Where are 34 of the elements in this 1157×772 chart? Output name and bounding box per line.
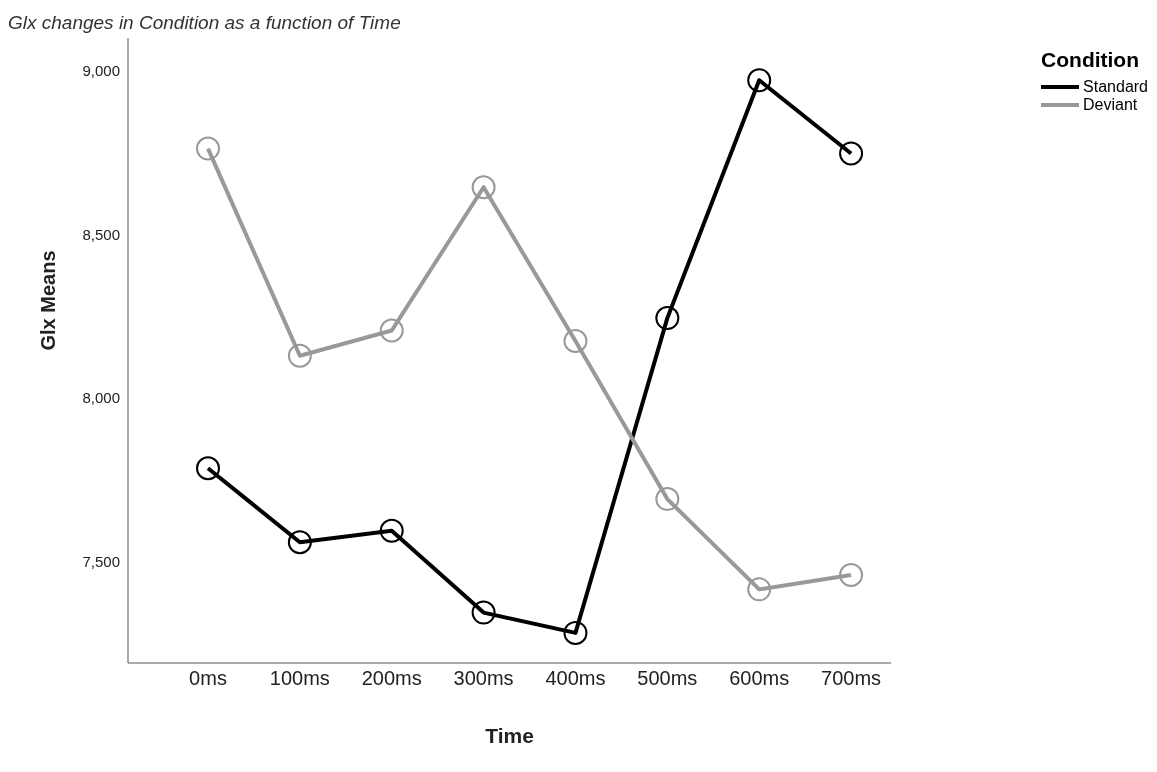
legend-label: Standard [1083, 78, 1148, 96]
point [196, 456, 220, 481]
y-tick-label: 9,000 [82, 62, 120, 80]
x-tick-label: 400ms [545, 667, 606, 690]
point [747, 577, 772, 602]
point [655, 487, 680, 512]
point [287, 530, 312, 555]
y-tick-label: 8,000 [82, 389, 120, 407]
legend-title: Condition [1041, 48, 1141, 72]
legend-label: Deviant [1083, 96, 1138, 114]
x-axis-title: Time [485, 724, 534, 747]
point [379, 518, 404, 543]
y-tick-label: 7,500 [82, 552, 120, 570]
x-tick-label: 0ms [189, 667, 227, 690]
x-tick-label: 700ms [821, 667, 882, 690]
x-tick-label: 600ms [729, 667, 790, 690]
point [471, 600, 496, 625]
point [196, 136, 220, 161]
x-tick-label: 100ms [269, 667, 330, 690]
chart-title: Glx changes in Condition as a function of Time [8, 12, 401, 34]
point [655, 306, 680, 331]
y-axis-title: Glx Means [37, 250, 60, 351]
point [839, 141, 864, 166]
point [747, 68, 772, 93]
x-tick-label: 300ms [453, 667, 514, 690]
point [287, 343, 312, 368]
x-tick-label: 200ms [361, 667, 422, 690]
point [839, 562, 864, 587]
point [471, 175, 496, 200]
x-tick-label: 500ms [637, 667, 698, 690]
y-tick-label: 8,500 [82, 225, 120, 243]
point [563, 620, 588, 645]
point [379, 318, 404, 343]
point [563, 329, 588, 354]
